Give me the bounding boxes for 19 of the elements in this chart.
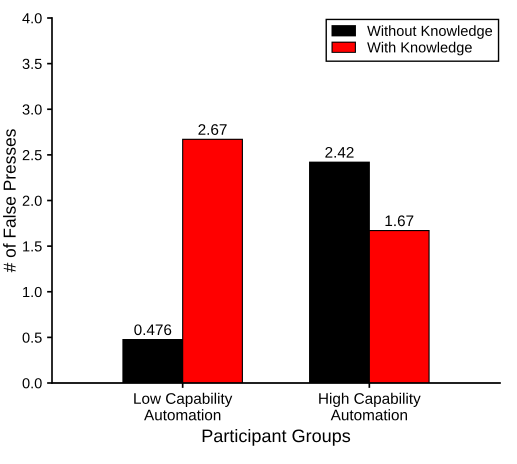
x-tick-label: High Capability Automation [319, 392, 421, 420]
legend-label: Without Knowledge [367, 25, 492, 39]
y-tick-label: 1.0 [23, 286, 42, 298]
data-label: 2.67 [198, 124, 227, 135]
y-tick-label: 4.0 [22, 13, 42, 24]
x-axis-title: Participant Groups [202, 428, 350, 446]
data-label: 2.42 [325, 146, 354, 158]
y-tick-label: 0.0 [22, 378, 42, 388]
data-label: 1.67 [386, 215, 414, 226]
y-tick-label: 0.5 [22, 332, 42, 343]
y-tick-label: 2.0 [22, 196, 42, 206]
y-tick-label: 3.5 [22, 58, 42, 70]
x-tick-label: Low Capability Automation [134, 392, 232, 420]
y-axis-title: # of False Presses [3, 129, 16, 272]
legend-label: With Knowledge [367, 42, 472, 56]
data-label: 0.476 [134, 324, 172, 336]
y-tick-label: 3.0 [22, 104, 42, 115]
y-tick-label: 2.5 [22, 150, 42, 160]
y-tick-label: 1.5 [23, 241, 42, 252]
